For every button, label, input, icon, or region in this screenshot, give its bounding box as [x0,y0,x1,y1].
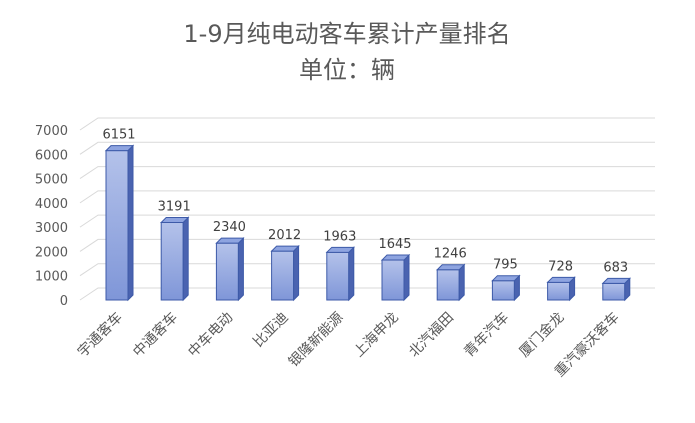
bar [435,263,466,302]
data-label: 3191 [158,200,191,215]
bar [380,253,411,302]
bar [159,216,190,302]
data-label: 1246 [434,247,467,262]
data-label: 1963 [323,229,356,244]
chart-subtitle: 单位：辆 [299,56,395,84]
category-label: 上海申龙 [351,310,402,361]
chart-title: 1-9月纯电动客车累计产量排名 [183,20,510,48]
gridline [79,166,655,179]
gridline [79,141,655,155]
bar [215,236,245,302]
category-label: 银隆新能源 [286,310,347,371]
bars [104,144,632,302]
data-label: 683 [603,260,628,275]
data-label: 2012 [268,228,301,243]
gridline [79,214,655,228]
data-label: 2340 [213,220,246,235]
bar [546,276,576,302]
category-label: 北汽福田 [406,310,457,361]
bar [601,277,632,302]
bar [270,244,300,302]
gridlines [79,117,655,301]
y-tick-label: 7000 [35,124,68,139]
y-axis-ticks: 0 1000 2000 3000 4000 5000 6000 7000 [35,124,68,309]
category-label: 中通客车 [129,309,181,361]
gridline [79,287,655,301]
y-tick-label: 0 [60,294,68,309]
gridline [79,238,655,252]
y-tick-label: 3000 [35,221,68,236]
data-label: 795 [493,258,518,273]
data-labels: 6151 3191 2340 2012 1963 1645 1246 795 728 683 [102,128,628,276]
gridline [79,117,655,131]
gridline [79,263,655,277]
category-label: 厦门金龙 [517,310,568,361]
data-label: 728 [548,259,573,274]
y-tick-label: 2000 [35,245,68,260]
y-tick-label: 1000 [35,270,68,285]
y-tick-label: 4000 [35,197,68,212]
category-label: 中车电动 [185,309,237,361]
data-label: 1645 [378,237,411,252]
y-tick-label: 6000 [35,148,68,163]
gridline [79,190,655,204]
category-label: 比亚迪 [250,310,291,351]
category-label: 宇通客车 [74,309,126,361]
y-tick-label: 5000 [35,173,68,188]
bar [325,246,356,302]
bar [491,274,521,302]
category-label: 青年汽车 [461,309,513,361]
bar [104,144,135,302]
data-label: 6151 [102,128,135,143]
